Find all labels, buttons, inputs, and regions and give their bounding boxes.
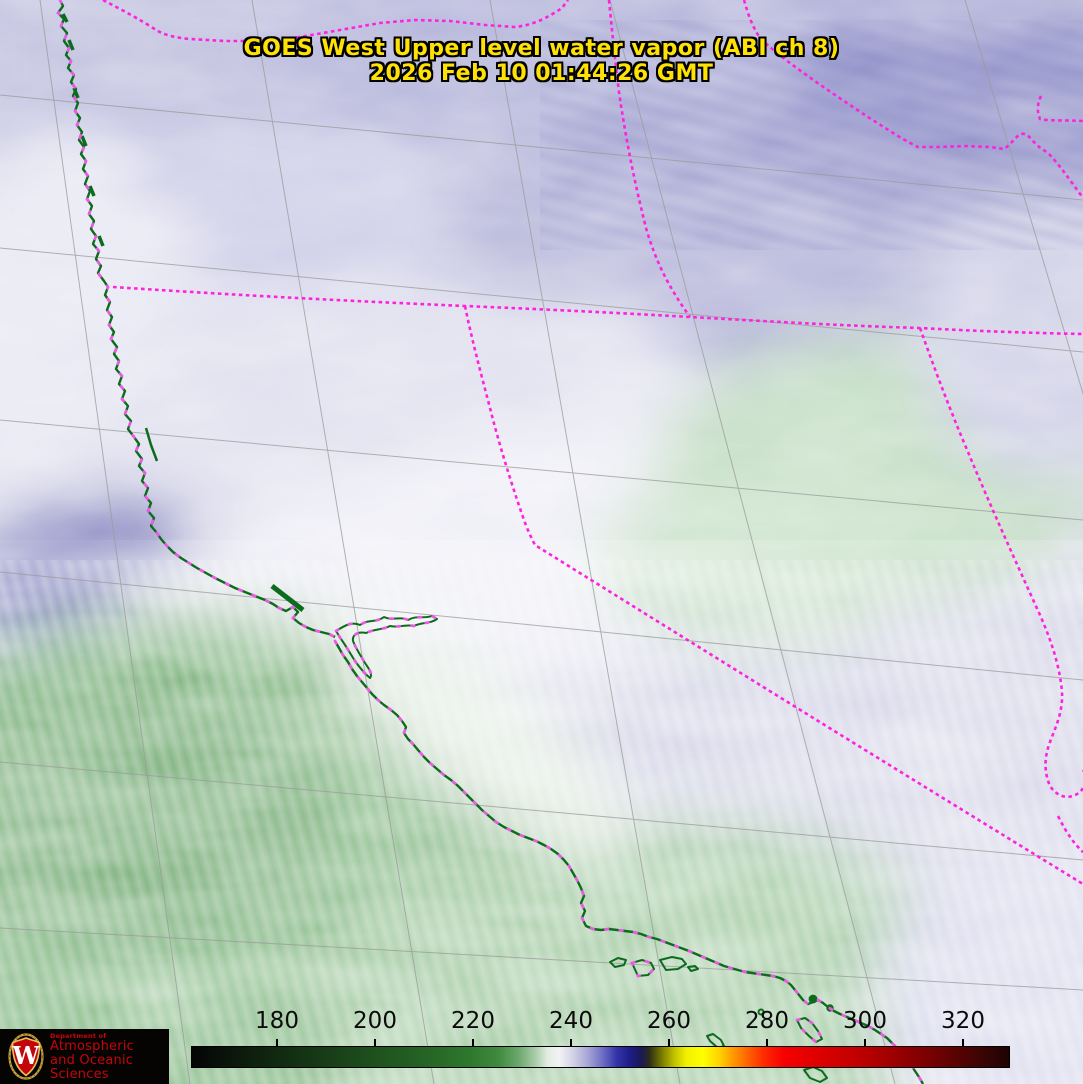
logo-text: Department of Atmospheric and Oceanic Sc… xyxy=(50,1032,169,1082)
colorbar-tick-mark xyxy=(668,1039,670,1046)
colorbar-tick-label: 200 xyxy=(353,1008,397,1034)
border-id-mt-wy xyxy=(742,0,1083,199)
colorbar-tick: 260 xyxy=(634,1008,704,1046)
colorbar-tick: 300 xyxy=(830,1008,900,1046)
colorbar-tick-label: 220 xyxy=(451,1008,495,1034)
colorbar-tick: 180 xyxy=(242,1008,312,1046)
border-or-id xyxy=(607,0,692,318)
tomales-bay xyxy=(270,584,305,612)
border-mt-wy-ne xyxy=(1036,95,1083,123)
colorbar-tick-mark xyxy=(864,1039,866,1046)
state-borders xyxy=(102,0,1083,886)
colorbar-tick: 280 xyxy=(732,1008,802,1046)
temperature-colorbar xyxy=(191,1046,1010,1068)
colorbar-tick-label: 320 xyxy=(941,1008,985,1034)
colorbar-tick: 240 xyxy=(536,1008,606,1046)
colorbar-tick-mark xyxy=(962,1039,964,1046)
colorbar-tick: 320 xyxy=(928,1008,998,1046)
la-harbor-patch xyxy=(808,994,818,1004)
colorbar-tick-mark xyxy=(276,1039,278,1046)
colorbar-tick: 200 xyxy=(340,1008,410,1046)
colorbar-tick-mark xyxy=(570,1039,572,1046)
border-colorado-river xyxy=(1056,815,1083,853)
humboldt-bay xyxy=(144,427,159,462)
colorbar-tick-label: 180 xyxy=(255,1008,299,1034)
image-title: GOES West Upper level water vapor (ABI c… xyxy=(0,36,1083,86)
colorbar-tick-mark xyxy=(374,1039,376,1046)
title-line-datetime: 2026 Feb 10 01:44:26 GMT xyxy=(369,61,714,86)
oregon-estuaries xyxy=(61,13,105,247)
colorbar-tick-mark xyxy=(766,1039,768,1046)
colorbar-tick-mark xyxy=(472,1039,474,1046)
border-42n xyxy=(112,285,1083,336)
title-line-product: GOES West Upper level water vapor (ABI c… xyxy=(243,36,840,61)
sf-bay-delta xyxy=(335,615,438,679)
colorbar-tick-label: 300 xyxy=(843,1008,887,1034)
coastline-border-dots xyxy=(56,0,925,1084)
colorbar-tick: 220 xyxy=(438,1008,508,1046)
border-nv-ut-az xyxy=(918,327,1083,799)
logo-name-line1: Atmospheric xyxy=(50,1038,134,1054)
colorbar-tick-label: 240 xyxy=(549,1008,593,1034)
crest-letter: W xyxy=(12,1041,41,1070)
uw-crest-icon: W xyxy=(8,1033,44,1080)
colorbar-tick-label: 260 xyxy=(647,1008,691,1034)
logo-name-line2: and Oceanic Sciences xyxy=(50,1052,134,1082)
border-wa-or xyxy=(102,0,570,43)
border-ca-nv xyxy=(463,305,1083,886)
uw-aos-logo: W Department of Atmospheric and Oceanic … xyxy=(0,1029,169,1084)
colorbar-tick-label: 280 xyxy=(745,1008,789,1034)
logo-dept-label: Department of xyxy=(50,1031,107,1040)
